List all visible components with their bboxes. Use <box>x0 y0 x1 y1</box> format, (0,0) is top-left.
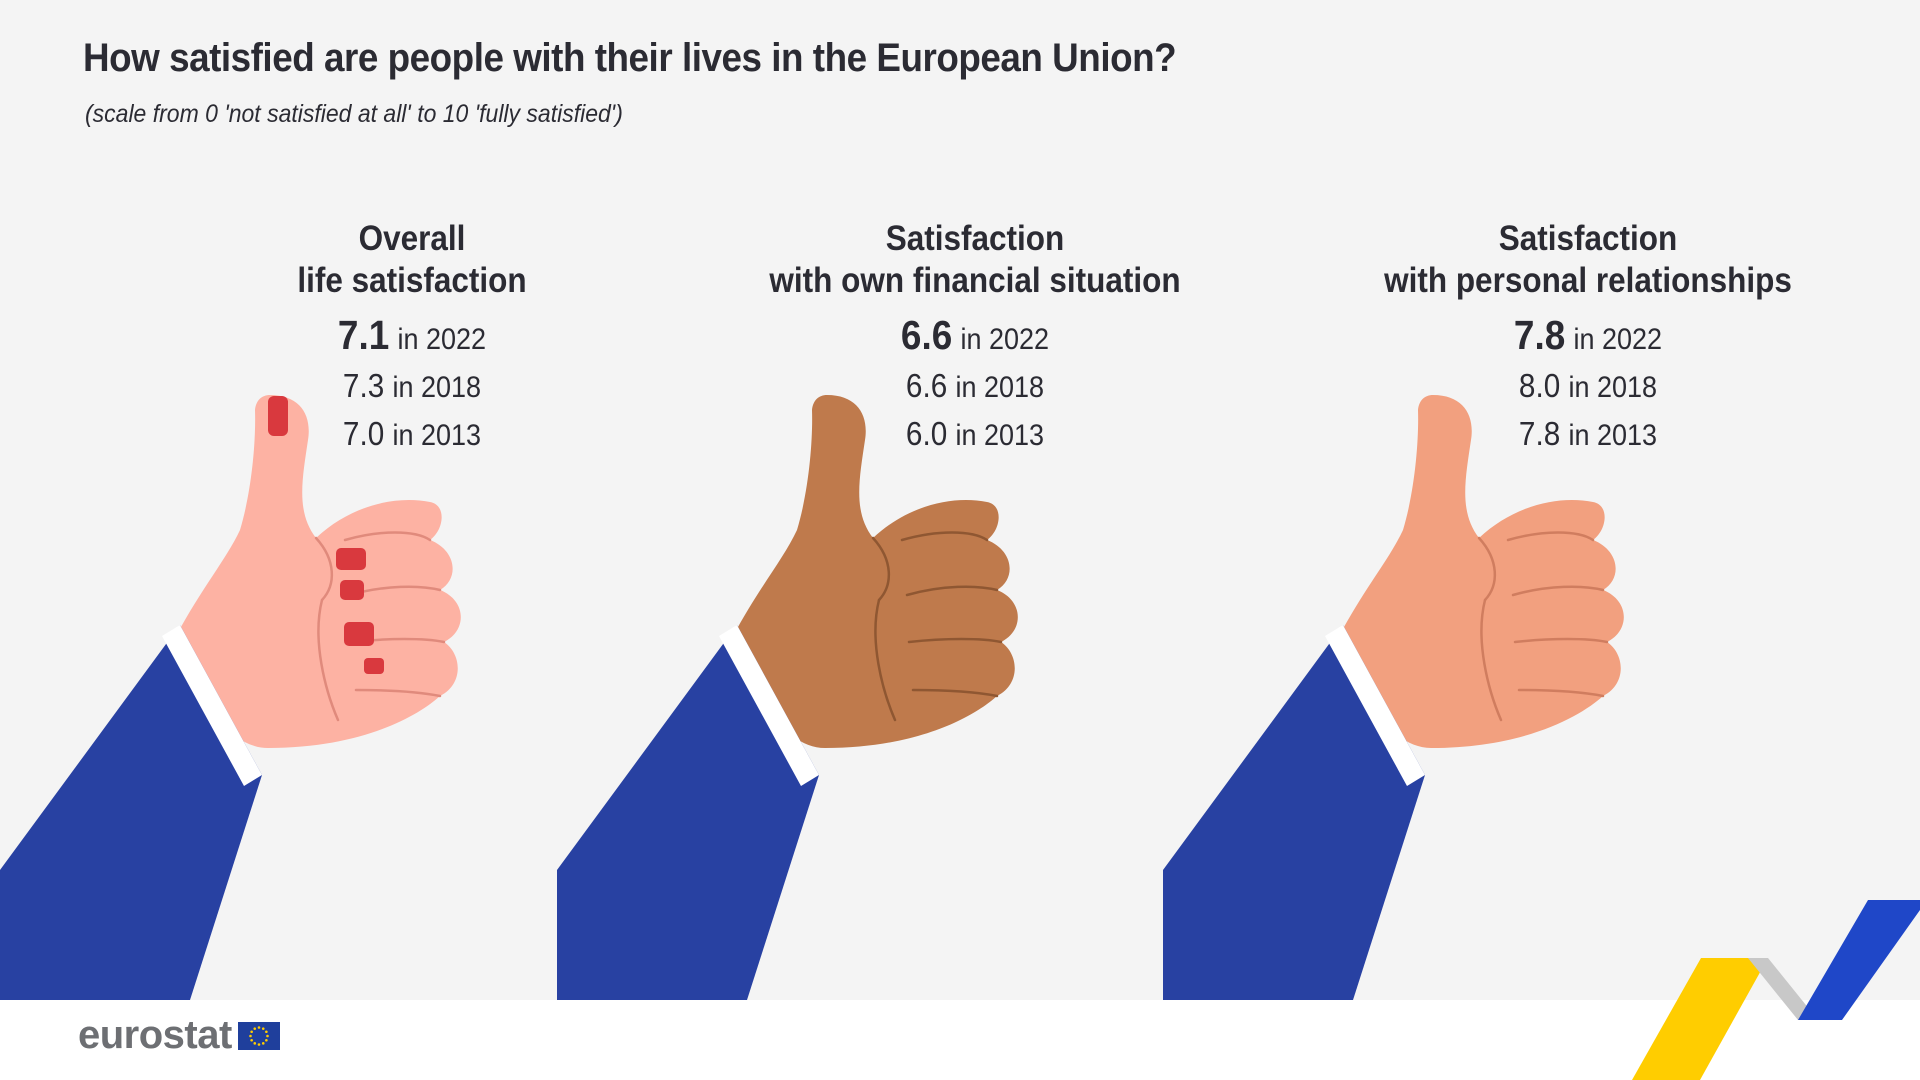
value-row: 6.6 in 2018 <box>741 363 1209 411</box>
finger-crease <box>900 531 989 542</box>
eu-star <box>250 1029 253 1033</box>
year-label: in 2013 <box>1568 419 1658 452</box>
value-row: 8.0 in 2018 <box>1354 363 1822 411</box>
indicator-title-line: Satisfaction <box>885 219 1065 258</box>
sleeve <box>557 625 819 1000</box>
year-label: in 2022 <box>397 323 487 356</box>
indicator-personal-relationships: Satisfaction with personal relationships… <box>1328 218 1848 459</box>
chart-title: How satisfied are people with their live… <box>83 36 1177 80</box>
accent-yellow-stripe <box>1632 958 1768 1080</box>
finger-crease <box>354 688 442 698</box>
indicator-title-line: with personal relationships <box>1384 261 1792 300</box>
eu-star <box>261 1026 265 1030</box>
sleeve <box>0 625 262 1000</box>
brand-name: eurostat <box>78 1013 232 1057</box>
sleeve <box>1163 625 1425 1000</box>
fingernail <box>364 658 384 674</box>
value-row: 6.0 in 2013 <box>741 411 1209 459</box>
year-label: in 2018 <box>1568 371 1658 404</box>
footer-bar <box>0 1000 1920 1080</box>
value: 7.1 <box>337 312 390 358</box>
eu-star <box>261 1041 265 1045</box>
value-row: 6.6 in 2022 <box>741 312 1209 363</box>
value: 6.6 <box>905 367 948 404</box>
indicator-title: Overall life satisfaction <box>178 218 646 302</box>
shirt-cuff <box>162 625 262 786</box>
year-label: in 2013 <box>955 419 1045 452</box>
hand-palm <box>731 395 1018 748</box>
eu-star <box>264 1038 268 1042</box>
year-label: in 2013 <box>392 419 482 452</box>
eu-flag-icon <box>237 1021 280 1050</box>
value: 6.0 <box>905 415 948 452</box>
hand-palm <box>174 395 461 748</box>
finger-crease <box>343 531 432 542</box>
value-row: 7.8 in 2013 <box>1354 411 1822 459</box>
finger-crease <box>314 536 334 602</box>
value: 7.0 <box>342 415 385 452</box>
year-label: in 2022 <box>960 323 1050 356</box>
indicator-title-line: with own financial situation <box>769 261 1181 300</box>
finger-crease <box>1480 598 1503 722</box>
value: 7.8 <box>1518 415 1561 452</box>
value: 7.8 <box>1513 312 1566 358</box>
shirt-cuff <box>719 625 819 786</box>
value: 8.0 <box>1518 367 1561 404</box>
finger-crease <box>1513 637 1609 644</box>
year-label: in 2018 <box>955 371 1045 404</box>
value-row: 7.0 in 2013 <box>178 411 646 459</box>
accent-blue-stripe <box>1798 900 1920 1020</box>
indicator-title: Satisfaction with own financial situatio… <box>741 218 1209 302</box>
finger-crease <box>1477 536 1497 602</box>
finger-crease <box>317 598 340 722</box>
finger-crease <box>1506 531 1595 542</box>
year-label: in 2018 <box>392 371 482 404</box>
fingernail <box>340 580 364 600</box>
hand-palm <box>1337 395 1624 748</box>
shirt-cuff <box>1325 625 1425 786</box>
value-row: 7.3 in 2018 <box>178 363 646 411</box>
finger-crease <box>871 536 891 602</box>
indicator-title-line: Satisfaction <box>1498 219 1678 258</box>
chart-subtitle: (scale from 0 'not satisfied at all' to … <box>85 100 623 128</box>
year-label: in 2022 <box>1573 323 1663 356</box>
finger-crease <box>874 598 897 722</box>
indicator-title: Satisfaction with personal relationships <box>1354 218 1822 302</box>
thumbs-up-hand-icon <box>557 395 1018 1000</box>
indicator-financial-situation: Satisfaction with own financial situatio… <box>715 218 1235 459</box>
eu-star <box>249 1034 252 1037</box>
value-row: 7.1 in 2022 <box>178 312 646 363</box>
finger-crease <box>1511 585 1605 597</box>
value: 6.6 <box>900 312 953 358</box>
indicator-title-line: Overall <box>358 219 466 258</box>
thumbs-up-hand-icon <box>0 395 461 1000</box>
eu-star <box>257 1042 261 1046</box>
value: 7.3 <box>342 367 385 404</box>
fingernail <box>336 548 366 570</box>
thumbs-up-hand-icon <box>1163 395 1624 1000</box>
finger-crease <box>911 688 999 698</box>
fingernail <box>268 396 288 436</box>
indicator-overall-life-satisfaction: Overall life satisfaction 7.1 in 2022 7.… <box>152 218 672 459</box>
finger-crease <box>1517 688 1605 698</box>
eu-star <box>253 1041 256 1045</box>
indicator-title-line: life satisfaction <box>297 261 527 300</box>
finger-crease <box>907 637 1003 644</box>
fingernail <box>344 622 374 646</box>
value-row: 7.8 in 2022 <box>1354 312 1822 363</box>
eu-star <box>266 1034 269 1037</box>
eu-star <box>257 1025 261 1029</box>
accent-gray-stripe <box>1748 958 1818 1020</box>
eu-star <box>250 1038 253 1042</box>
eu-star <box>264 1029 268 1033</box>
eu-star <box>253 1026 256 1030</box>
eurostat-logo: eurostat <box>78 1013 280 1058</box>
finger-crease <box>905 585 999 597</box>
